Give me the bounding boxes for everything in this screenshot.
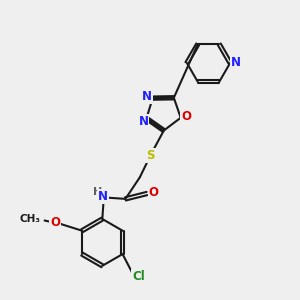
Text: H: H [93,187,102,197]
Text: O: O [181,110,191,123]
Text: O: O [50,216,60,230]
Text: N: N [98,190,108,203]
Text: S: S [146,148,155,162]
Text: N: N [230,56,241,70]
Text: N: N [142,90,152,103]
Text: Cl: Cl [132,270,145,283]
Text: O: O [148,186,159,199]
Text: CH₃: CH₃ [20,214,41,224]
Text: N: N [139,115,148,128]
